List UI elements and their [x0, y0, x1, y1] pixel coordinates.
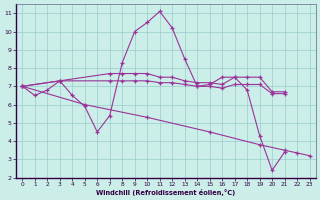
X-axis label: Windchill (Refroidissement éolien,°C): Windchill (Refroidissement éolien,°C) [96, 189, 236, 196]
